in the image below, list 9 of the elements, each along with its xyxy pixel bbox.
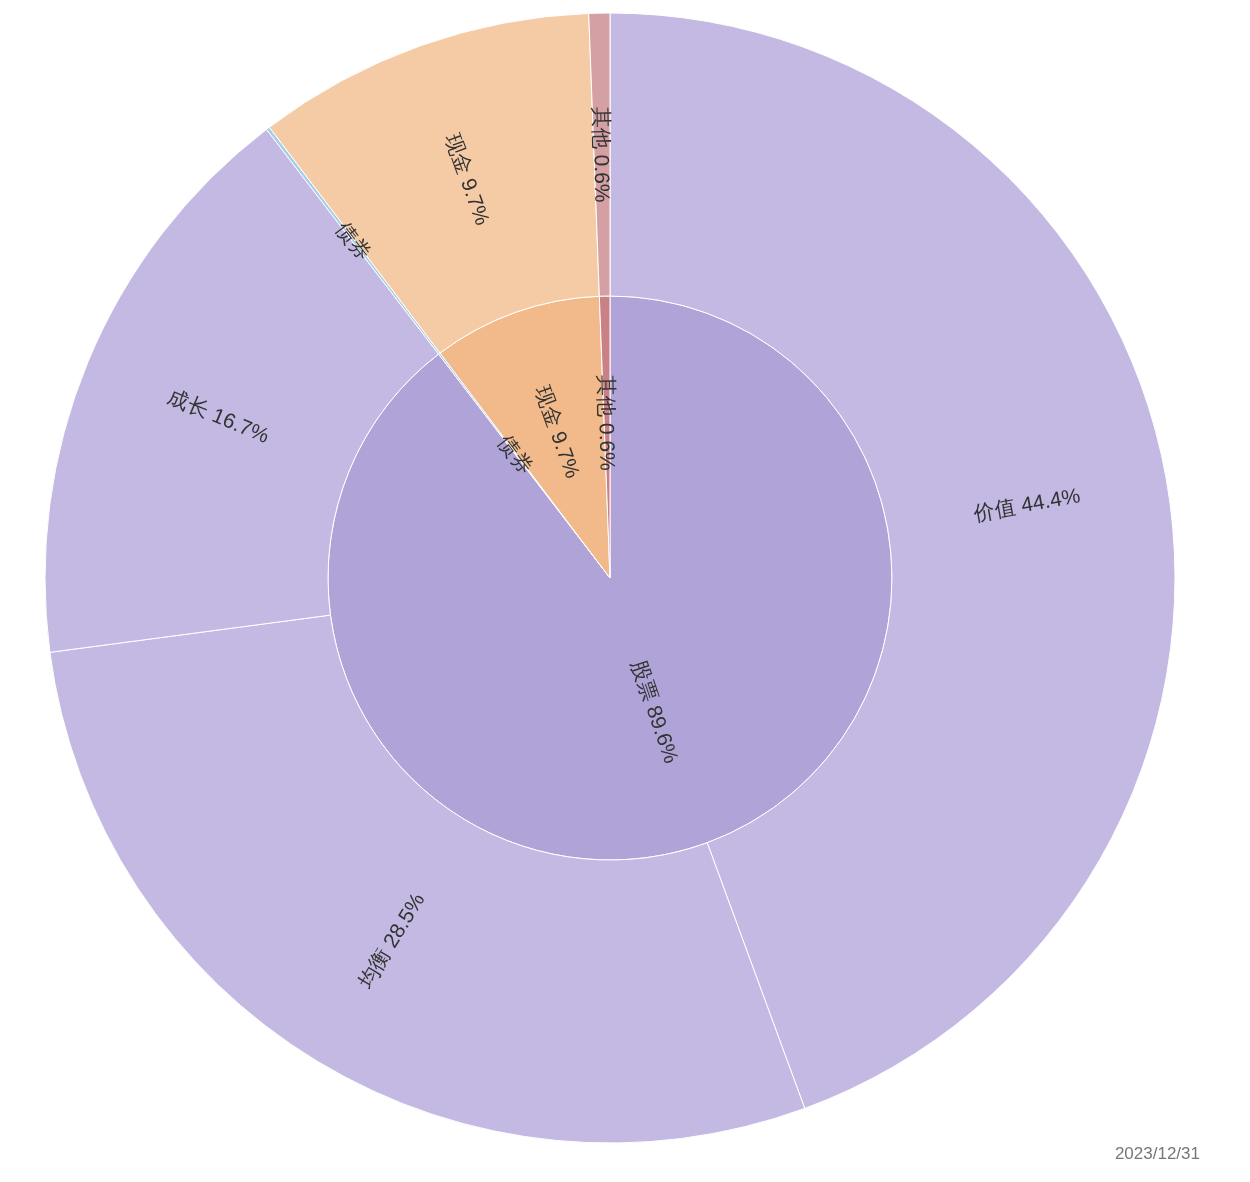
slice-label: 债券 [331, 217, 376, 265]
slice-label: 其他 0.6% [594, 374, 620, 471]
slice-label: 现金 9.7% [440, 130, 495, 229]
slice-label: 价值 44.4% [971, 483, 1082, 525]
text: 2023/12/31 [1114, 1144, 1200, 1163]
slice-label: 成长 16.7% [164, 384, 273, 448]
slice-label: 股票 89.6% [627, 657, 684, 767]
slice-label: 其他 0.6% [589, 106, 615, 203]
slice-label: 债券 [494, 430, 538, 479]
